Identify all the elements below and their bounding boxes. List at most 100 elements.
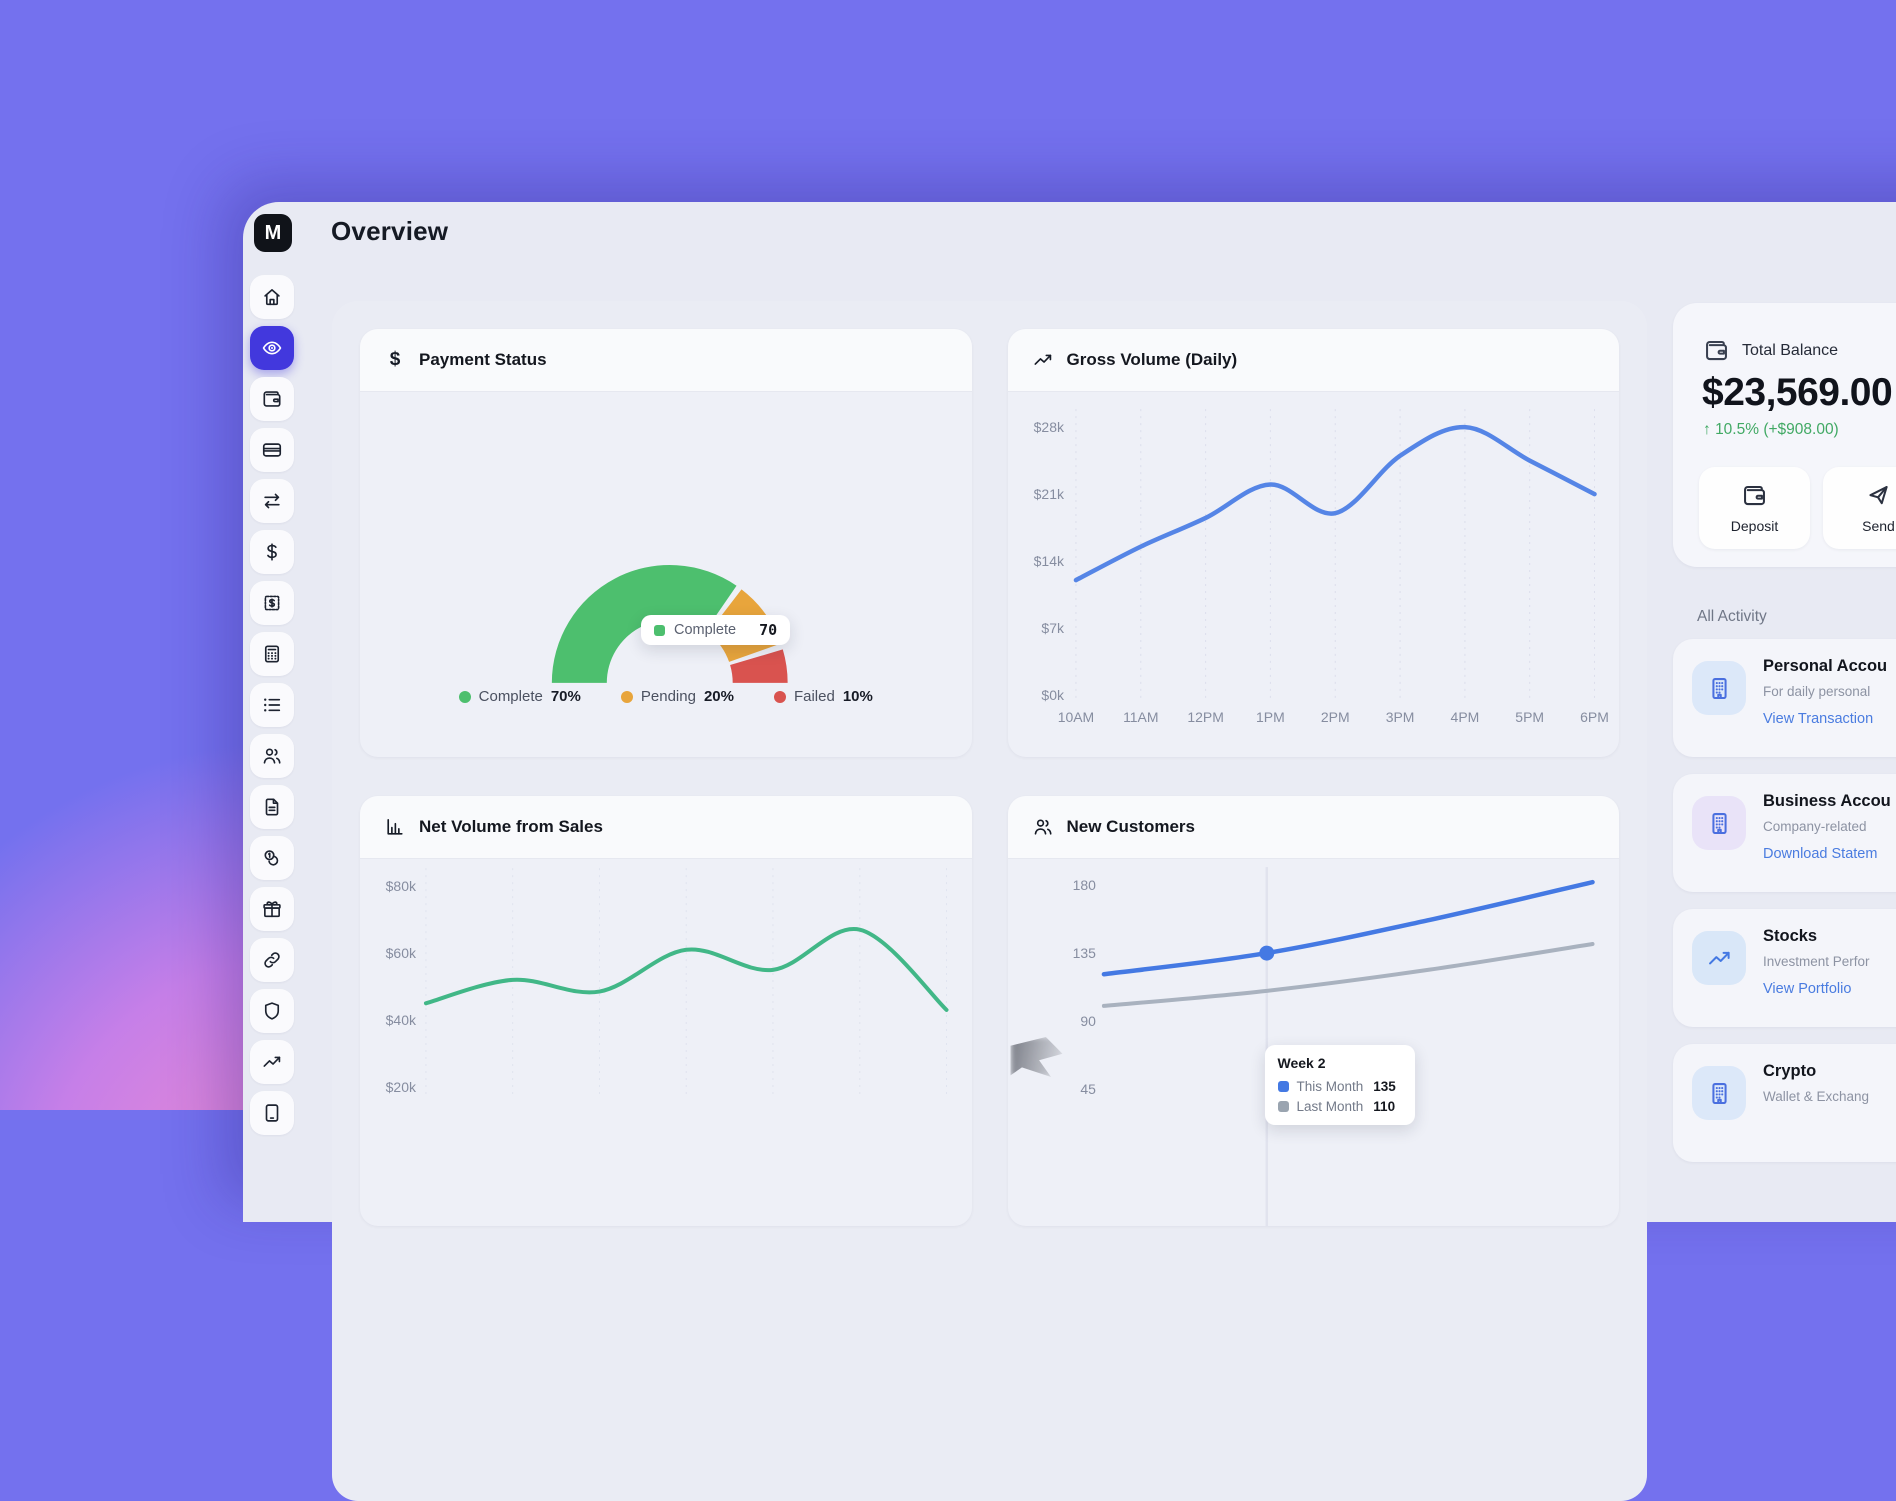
sidebar-item-wallet[interactable] — [250, 377, 294, 421]
sidebar-item-device[interactable] — [250, 1091, 294, 1135]
new-customers-line-chart[interactable]: 180 135 90 45 — [1008, 859, 1620, 1226]
gross-volume-body: $28k $21k $14k $7k $0k 10AM 11AM 12PM 1PM 2PM 3PM 4… — [1008, 392, 1620, 757]
net-volume-title: Net Volume from Sales — [419, 817, 603, 836]
file-icon — [261, 796, 283, 818]
gross-volume-title: Gross Volume (Daily) — [1066, 350, 1238, 369]
charts-container: $ Payment Status Complete 70 Complete 70%… — [332, 301, 1647, 1501]
svg-text:5PM: 5PM — [1515, 709, 1544, 725]
new-customers-title: New Customers — [1066, 817, 1195, 836]
tooltip-label: This Month — [1296, 1079, 1364, 1094]
activity-item-personal[interactable]: Personal Accou For daily personal View Tra… — [1673, 639, 1896, 757]
dollar-icon — [261, 541, 283, 563]
legend-item-pending: Pending 20% — [620, 688, 734, 705]
right-panel: Total Balance $23,569.00 ↑ 10.5% (+$908.… — [1673, 303, 1896, 1162]
eye-icon — [261, 337, 283, 359]
svg-text:3PM: 3PM — [1385, 709, 1414, 725]
gauge-tooltip: Complete 70 — [641, 615, 791, 645]
tooltip-value: 110 — [1373, 1099, 1396, 1114]
svg-text:12PM: 12PM — [1187, 709, 1224, 725]
payment-status-body: Complete 70 Complete 70% Pending 20% Failed 1… — [360, 392, 972, 757]
activity-item-link[interactable]: Download Statem — [1763, 846, 1878, 862]
sidebar-item-users[interactable] — [250, 734, 294, 778]
tooltip-color-square — [1277, 1101, 1289, 1112]
legend-label: Failed — [793, 688, 835, 705]
svg-text:$40k: $40k — [386, 1012, 416, 1028]
sidebar-item-eye[interactable] — [250, 326, 294, 370]
total-balance-header: Total Balance — [1703, 337, 1838, 364]
device-icon — [261, 1102, 283, 1124]
svg-text:$60k: $60k — [386, 945, 416, 961]
payment-status-card: $ Payment Status Complete 70 Complete 70%… — [360, 329, 972, 757]
legend-dot — [620, 690, 633, 703]
activity-item-title: Business Accou — [1763, 792, 1891, 810]
svg-text:2PM: 2PM — [1320, 709, 1349, 725]
all-activity-heading: All Activity — [1697, 608, 1767, 625]
new-customers-body: 180 135 90 45 Week 2 This Month 135 Last Mo… — [1008, 859, 1620, 1226]
wallet-icon — [1703, 337, 1730, 364]
activity-item-subtitle: Wallet & Exchang — [1763, 1089, 1870, 1104]
sidebar-item-home[interactable] — [250, 275, 294, 319]
legend-label: Pending — [640, 688, 696, 705]
activity-item-link[interactable]: View Portfolio — [1763, 981, 1852, 997]
send-button[interactable]: Send — [1823, 467, 1896, 549]
building-icon — [1692, 796, 1746, 850]
tooltip-color-square — [1277, 1081, 1289, 1092]
home-icon — [261, 286, 283, 308]
page-title: Overview — [331, 216, 449, 246]
activity-item-subtitle: For daily personal — [1763, 684, 1871, 699]
sidebar-item-shield[interactable] — [250, 989, 294, 1033]
new-customers-tooltip: Week 2 This Month 135 Last Month 110 — [1264, 1045, 1415, 1125]
legend-value: 70% — [550, 688, 581, 705]
sidebar-item-list[interactable] — [250, 683, 294, 727]
sidebar-item-coins[interactable] — [250, 836, 294, 880]
wallet-icon — [261, 388, 283, 410]
gross-volume-line-chart[interactable]: $28k $21k $14k $7k $0k 10AM 11AM 12PM 1PM 2PM 3PM 4… — [1008, 392, 1620, 757]
legend-label: Complete — [478, 688, 543, 705]
total-balance-card: Total Balance $23,569.00 ↑ 10.5% (+$908.… — [1673, 303, 1896, 567]
activity-item-stocks[interactable]: Stocks Investment Perfor View Portfolio — [1673, 909, 1896, 1027]
sidebar-item-trending-up[interactable] — [250, 1040, 294, 1084]
legend-value: 10% — [842, 688, 873, 705]
net-volume-header: Net Volume from Sales — [360, 796, 972, 859]
delta-text: 10.5% (+$908.00) — [1715, 421, 1839, 438]
tooltip-value: 70 — [759, 621, 778, 639]
tooltip-title: Week 2 — [1277, 1055, 1326, 1071]
sidebar-item-transfer[interactable] — [250, 479, 294, 523]
svg-text:$14k: $14k — [1033, 553, 1063, 569]
credit-card-icon — [261, 439, 283, 461]
wallet-icon — [1741, 482, 1768, 509]
svg-text:135: 135 — [1072, 945, 1096, 961]
activity-item-business[interactable]: Business Accou Company-related Download St… — [1673, 774, 1896, 892]
sidebar-item-receipt[interactable] — [250, 581, 294, 625]
tooltip-label: Complete — [674, 622, 737, 638]
legend-value: 20% — [703, 688, 734, 705]
sidebar-item-gift[interactable] — [250, 887, 294, 931]
sidebar-item-dollar[interactable] — [250, 530, 294, 574]
svg-text:$20k: $20k — [386, 1079, 416, 1095]
send-label: Send — [1862, 518, 1895, 534]
net-volume-line-chart[interactable]: $80k $60k $40k $20k — [360, 859, 972, 1226]
deposit-button[interactable]: Deposit — [1699, 467, 1810, 549]
svg-text:$0k: $0k — [1041, 687, 1064, 703]
sidebar-item-credit-card[interactable] — [250, 428, 294, 472]
sidebar-item-calculator[interactable] — [250, 632, 294, 676]
legend-dot — [458, 690, 471, 703]
send-icon — [1865, 482, 1892, 509]
activity-item-crypto[interactable]: Crypto Wallet & Exchang — [1673, 1044, 1896, 1162]
payment-status-title: Payment Status — [419, 350, 547, 369]
receipt-icon — [261, 592, 283, 614]
total-balance-amount: $23,569.00 — [1702, 371, 1893, 414]
gross-volume-card: Gross Volume (Daily) $28k $21k $14k $7k $0k 1… — [1007, 329, 1620, 757]
sidebar-item-link[interactable] — [250, 938, 294, 982]
total-balance-label: Total Balance — [1742, 341, 1839, 359]
legend-item-complete: Complete 70% — [458, 688, 581, 705]
users-icon — [1032, 816, 1054, 838]
tooltip-label: Last Month — [1296, 1099, 1364, 1114]
new-customers-header: New Customers — [1007, 796, 1619, 859]
activity-item-link[interactable]: View Transaction — [1763, 711, 1874, 727]
svg-text:6PM: 6PM — [1580, 709, 1609, 725]
trending-up-icon — [1692, 931, 1746, 985]
total-balance-delta: ↑ 10.5% (+$908.00) — [1703, 421, 1839, 439]
sidebar-item-file[interactable] — [250, 785, 294, 829]
